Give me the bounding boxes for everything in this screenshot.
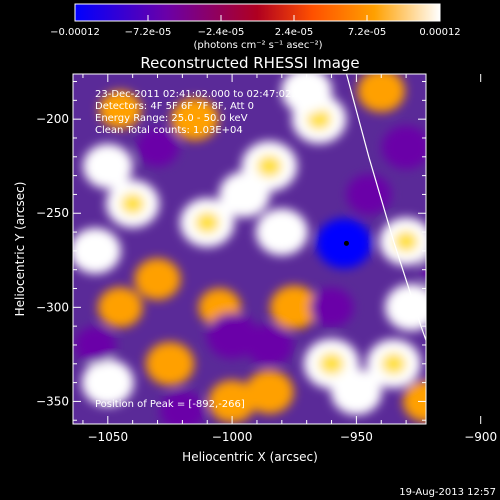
intensity-core xyxy=(319,352,345,375)
annotation-line: Energy Range: 25.0 - 50.0 keV xyxy=(95,113,248,124)
intensity-blob xyxy=(245,370,294,414)
peak-position-label: Position of Peak = [-892,-266] xyxy=(95,399,245,410)
y-axis-ticks: −200 −250 −300 −350 xyxy=(36,81,426,421)
intensity-blob xyxy=(145,342,195,386)
colorbar-tick-label: −7.2e-05 xyxy=(125,27,172,38)
intensity-blob xyxy=(134,258,181,300)
intensity-blob xyxy=(445,164,491,205)
intensity-blob xyxy=(83,143,133,189)
intensity-blob xyxy=(330,369,382,415)
intensity-blob xyxy=(74,326,116,364)
intensity-core xyxy=(394,230,419,253)
intensity-map xyxy=(73,74,500,424)
intensity-blob xyxy=(357,74,405,113)
solar-limb xyxy=(345,74,426,343)
y-tick-label: −250 xyxy=(36,206,69,220)
annotation-line: Clean Total counts: 1.03E+04 xyxy=(95,125,243,136)
y-tick-label: −200 xyxy=(36,112,69,126)
intensity-blob xyxy=(99,90,142,129)
x-tick-label: −950 xyxy=(340,430,373,444)
intensity-core xyxy=(306,108,332,131)
intensity-blob xyxy=(136,128,179,167)
intensity-blob xyxy=(346,174,392,215)
intensity-core xyxy=(120,193,145,215)
intensity-blob xyxy=(255,208,308,256)
intensity-blob xyxy=(381,125,426,170)
plot-frame xyxy=(72,73,427,425)
intensity-blob xyxy=(73,228,121,274)
peak-marker xyxy=(343,240,349,246)
colorbar-tick-label: −2.4e-05 xyxy=(198,27,245,38)
y-axis-label: Heliocentric Y (arcsec) xyxy=(13,182,27,317)
annotation-line: 23-Dec-2011 02:41:02.000 to 02:47:02.000 xyxy=(95,89,314,100)
intensity-blob xyxy=(171,97,219,141)
intensity-core xyxy=(256,155,282,178)
intensity-blob xyxy=(97,287,143,328)
timestamp: 19-Aug-2013 12:57 xyxy=(399,487,496,498)
intensity-core xyxy=(381,352,406,375)
intensity-blob xyxy=(445,98,492,140)
intensity-blob xyxy=(468,115,500,161)
x-axis-ticks: −1050 −1000 −950 −900 xyxy=(82,74,497,444)
intensity-core xyxy=(194,211,220,234)
intensity-blob xyxy=(309,287,354,327)
chart-title: Reconstructed RHESSI Image xyxy=(140,54,359,72)
x-axis-label: Heliocentric X (arcsec) xyxy=(182,450,318,464)
intensity-blob xyxy=(420,256,426,284)
intensity-blob xyxy=(270,285,319,330)
intensity-blob xyxy=(245,323,293,367)
intensity-blob xyxy=(81,359,134,407)
intensity-blob xyxy=(403,380,426,423)
y-tick-label: −300 xyxy=(36,300,69,314)
colorbar-label: (photons cm⁻² s⁻¹ asec⁻²) xyxy=(193,40,322,51)
colorbar xyxy=(74,3,441,22)
colorbar-tick-label: 2.4e-05 xyxy=(275,27,313,38)
colorbar-ticks: −0.00012 −7.2e-05 −2.4e-05 2.4e-05 7.2e-05 0.… xyxy=(50,15,461,38)
colorbar-tick-label: 0.00012 xyxy=(419,27,460,38)
colorbar-tick-label: −0.00012 xyxy=(50,27,100,38)
y-tick-label: −350 xyxy=(36,394,69,408)
intensity-blob xyxy=(159,390,205,424)
annotation-block: 23-Dec-2011 02:41:02.000 to 02:47:02.000… xyxy=(95,89,314,136)
intensity-blob xyxy=(208,380,256,423)
x-tick-label: −1050 xyxy=(88,430,129,444)
colorbar-tick-label: 7.2e-05 xyxy=(348,27,386,38)
annotation-line: Detectors: 4F 5F 6F 7F 8F, Att 0 xyxy=(95,101,254,112)
x-tick-label: −1000 xyxy=(212,430,253,444)
intensity-blob xyxy=(385,283,426,331)
intensity-blob xyxy=(206,312,258,359)
intensity-blob xyxy=(281,74,333,114)
x-tick-label: −900 xyxy=(464,430,497,444)
